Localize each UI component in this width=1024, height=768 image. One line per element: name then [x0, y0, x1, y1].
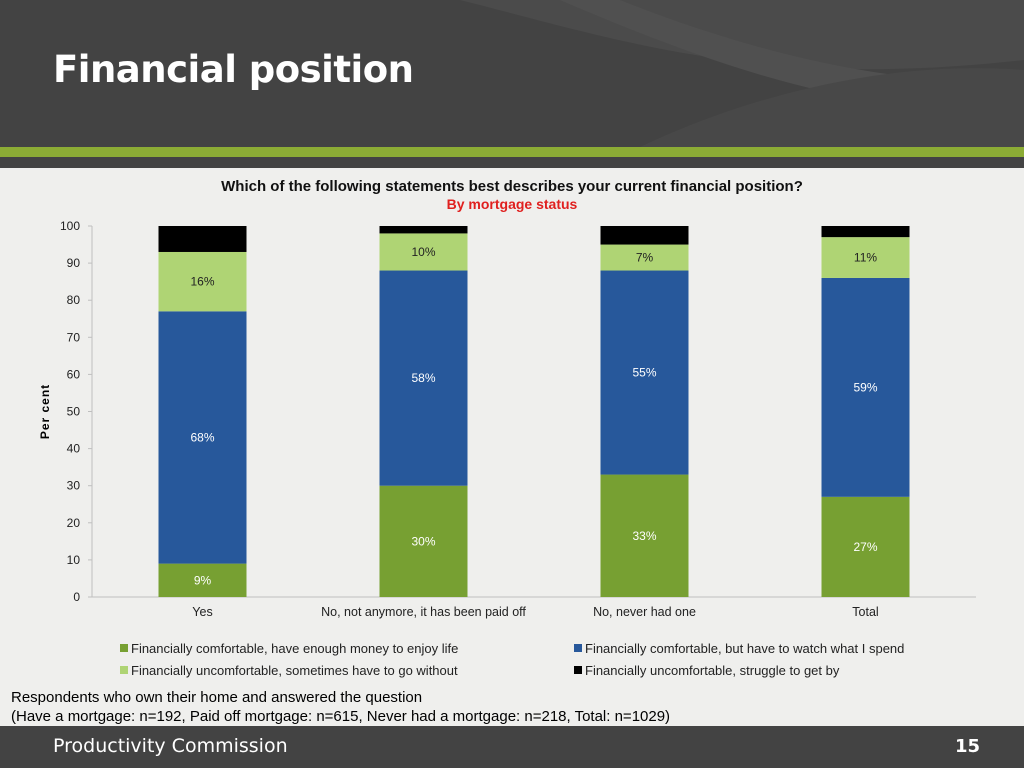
legend-item-comfortable-enjoy: Financially comfortable, have enough mon… [120, 641, 458, 656]
bar-segment [379, 226, 468, 234]
data-label: 9% [194, 573, 212, 587]
data-label: 30% [411, 534, 435, 548]
data-label: 55% [632, 366, 656, 380]
chart-subtitle: By mortgage status [446, 196, 578, 212]
y-tick-label: 100 [60, 219, 80, 233]
legend-label: Financially comfortable, but have to wat… [585, 641, 905, 656]
legend-swatch [574, 666, 582, 674]
legend-item-comfortable-watch: Financially comfortable, but have to wat… [574, 641, 904, 656]
header-dark-stripe [0, 157, 1024, 168]
y-tick-label: 30 [67, 479, 81, 493]
bar-segment [821, 226, 910, 238]
legend-swatch [574, 644, 582, 652]
legend-item-uncomfortable-struggle: Financially uncomfortable, struggle to g… [574, 663, 839, 678]
bar-segment [600, 226, 689, 245]
y-tick-label: 60 [67, 367, 81, 381]
data-label: 11% [854, 251, 877, 265]
legend-swatch [120, 666, 128, 674]
footer-organisation: Productivity Commission [53, 735, 288, 757]
bar-segment [379, 485, 468, 597]
y-tick-label: 40 [67, 442, 81, 456]
data-label: 10% [411, 245, 435, 259]
data-label: 59% [853, 380, 877, 394]
legend-item-uncomfortable-go-without: Financially uncomfortable, sometimes hav… [120, 663, 458, 678]
slide-title: Financial position [53, 48, 414, 91]
legend-swatch [120, 644, 128, 652]
y-tick-label: 10 [67, 553, 81, 567]
y-tick-label: 50 [67, 405, 81, 419]
page-number: 15 [954, 736, 980, 757]
header-swoosh-decoration [460, 0, 1024, 147]
x-tick-label: No, never had one [593, 605, 696, 619]
bar-segment [158, 251, 247, 312]
bar-segment [600, 474, 689, 597]
y-tick-label: 0 [73, 590, 80, 604]
bar-segment [821, 496, 910, 597]
bar-segment [379, 233, 468, 271]
data-label: 68% [190, 430, 214, 444]
bar-segment [600, 244, 689, 271]
y-tick-label: 20 [67, 516, 81, 530]
header-accent-stripe [0, 147, 1024, 157]
legend-label: Financially uncomfortable, struggle to g… [585, 663, 840, 678]
bar-segment [158, 563, 247, 597]
data-label: 16% [190, 275, 214, 289]
y-axis-label: Per cent [38, 384, 52, 439]
x-tick-label: Total [852, 605, 878, 619]
sample-note-line1: Respondents who own their home and answe… [11, 689, 423, 706]
sample-note: Respondents who own their home and answe… [11, 688, 670, 726]
y-tick-label: 90 [67, 256, 81, 270]
chart-title: Which of the following statements best d… [221, 178, 803, 195]
bar-segment [158, 226, 247, 252]
x-tick-label: No, not anymore, it has been paid off [321, 605, 526, 619]
slide-footer: Productivity Commission 15 [0, 726, 1024, 768]
stacked-bar-chart: 0 10 20 30 40 50 60 70 80 90 100 Per cent 9% 68% 16% Ye… [38, 219, 976, 619]
bar-segment [821, 237, 910, 278]
x-tick-label: Yes [192, 605, 212, 619]
slide-header: Financial position [0, 0, 1024, 147]
bar-segment [158, 311, 247, 564]
legend-label: Financially uncomfortable, sometimes hav… [131, 663, 458, 678]
legend-label: Financially comfortable, have enough mon… [131, 641, 459, 656]
bar-segment [379, 270, 468, 486]
sample-note-line2: (Have a mortgage: n=192, Paid off mortga… [11, 708, 671, 725]
bar-segment [600, 270, 689, 475]
y-tick-label: 70 [67, 330, 81, 344]
data-label: 33% [632, 529, 656, 543]
data-label: 27% [853, 540, 877, 554]
y-tick-label: 80 [67, 293, 81, 307]
bar-segment [821, 277, 910, 497]
data-label: 58% [411, 371, 435, 385]
data-label: 7% [636, 251, 654, 265]
